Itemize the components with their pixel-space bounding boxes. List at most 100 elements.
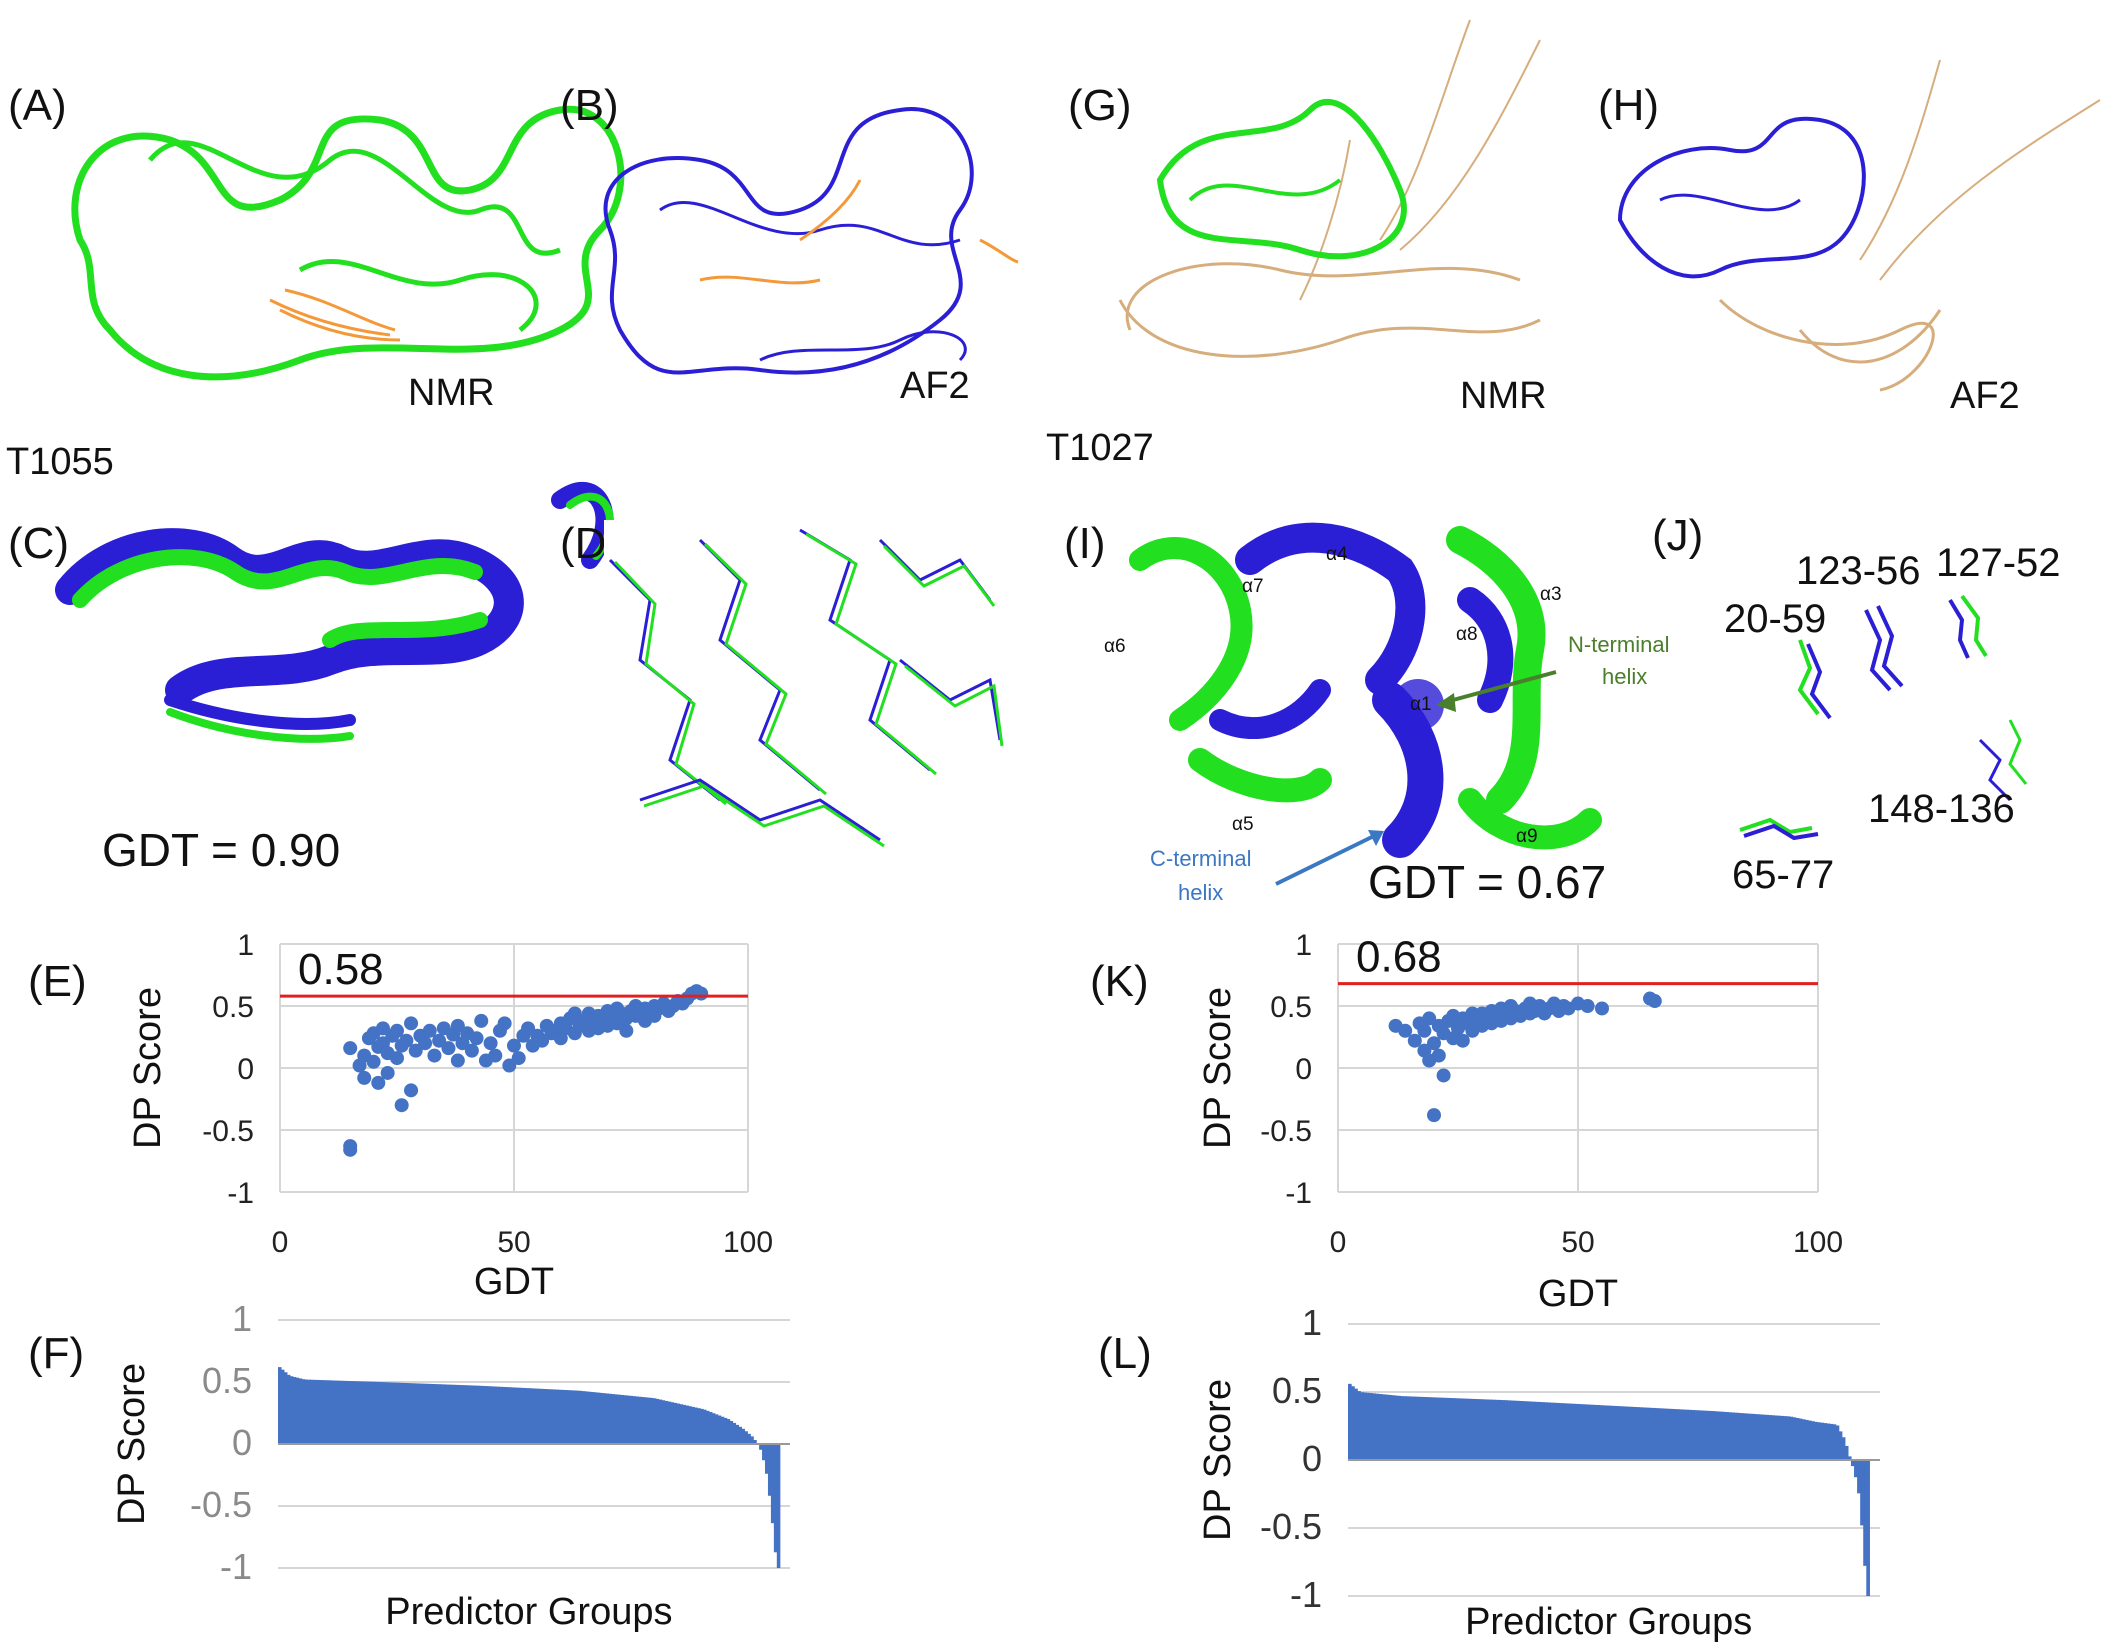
bar: [1771, 1415, 1775, 1460]
bar: [646, 1397, 651, 1444]
bar: [1847, 1456, 1852, 1460]
helix-a5: α5: [1232, 814, 1254, 835]
data-point: [1455, 1033, 1470, 1048]
data-point: [619, 1023, 634, 1038]
bar: [1801, 1419, 1806, 1460]
bar: [1608, 1405, 1613, 1460]
bar: [298, 1378, 303, 1444]
y-tick-label: 0.5: [1272, 1370, 1322, 1411]
bar: [363, 1381, 368, 1444]
threshold-label: 0.68: [1356, 933, 1442, 982]
bar: [770, 1444, 775, 1524]
bar: [1400, 1396, 1404, 1460]
data-point: [422, 1023, 437, 1038]
bar: [1829, 1423, 1834, 1460]
target-right: T1027: [1046, 427, 1154, 469]
bar: [1682, 1409, 1686, 1460]
bar: [278, 1367, 282, 1444]
bar: [614, 1394, 619, 1444]
data-point: [1436, 1068, 1451, 1083]
panel-g-method: NMR: [1460, 375, 1547, 417]
bar: [1535, 1401, 1539, 1460]
bar: [360, 1381, 365, 1444]
bar: [1734, 1412, 1739, 1460]
bar: [694, 1407, 698, 1444]
bar: [1501, 1400, 1506, 1460]
bar: [1709, 1410, 1714, 1460]
bar: [652, 1398, 657, 1444]
bar: [608, 1393, 613, 1444]
bar: [369, 1381, 374, 1444]
bar: [508, 1387, 512, 1444]
bar: [1694, 1410, 1699, 1460]
panel-a-method: NMR: [408, 372, 495, 414]
data-point: [404, 1083, 419, 1098]
bar: [458, 1384, 462, 1444]
bar: [517, 1387, 521, 1444]
bar: [1795, 1417, 1800, 1460]
helix-a1: α1: [1410, 694, 1432, 715]
bar: [762, 1444, 766, 1461]
bar: [558, 1389, 562, 1444]
bar: [1740, 1413, 1745, 1460]
data-point: [390, 1023, 404, 1038]
bar: [452, 1384, 456, 1444]
bar: [1584, 1404, 1588, 1460]
bar: [629, 1395, 633, 1444]
bar: [1798, 1418, 1803, 1460]
bar: [1449, 1398, 1453, 1460]
bar: [1498, 1399, 1502, 1460]
bar: [313, 1379, 317, 1444]
y-tick-label: -1: [220, 1546, 252, 1587]
bar: [1544, 1402, 1548, 1460]
x-tick-label: 100: [1793, 1226, 1843, 1259]
bar: [316, 1379, 320, 1444]
bar: [605, 1393, 610, 1444]
helix-a9: α9: [1516, 826, 1538, 847]
bar: [1378, 1393, 1383, 1460]
bar: [635, 1396, 639, 1444]
bar: [487, 1386, 492, 1444]
bar: [331, 1380, 335, 1444]
data-point: [694, 986, 709, 1001]
bar: [1351, 1386, 1355, 1460]
bar: [1768, 1415, 1772, 1460]
bar: [1440, 1397, 1444, 1460]
bar: [1486, 1399, 1490, 1460]
y-tick-label: -0.5: [1260, 1506, 1322, 1547]
y-tick-label: -1: [1285, 1177, 1312, 1210]
bar: [1443, 1397, 1447, 1460]
bar: [703, 1409, 707, 1444]
bar: [1596, 1405, 1601, 1460]
bar: [514, 1387, 518, 1444]
bar: [1703, 1410, 1708, 1460]
bar: [328, 1380, 332, 1444]
bar: [1651, 1407, 1656, 1460]
bar: [1387, 1394, 1392, 1460]
bar: [1743, 1413, 1748, 1460]
bar: [720, 1416, 725, 1444]
panel-e-label: (E): [28, 957, 87, 1006]
bar: [1430, 1397, 1435, 1460]
panel-h-method: AF2: [1950, 375, 2020, 417]
bar: [1636, 1407, 1640, 1460]
bar: [1464, 1398, 1469, 1460]
data-point: [469, 1031, 484, 1046]
panel-f-label: (F): [28, 1329, 84, 1378]
bar: [345, 1380, 350, 1444]
bar: [1547, 1402, 1552, 1460]
bar: [1519, 1401, 1524, 1460]
helix-a4: α4: [1326, 544, 1348, 565]
panel-i-cartoon-overlay: [1129, 522, 1602, 858]
panel-i-gdt: GDT = 0.67: [1368, 856, 1606, 908]
bar: [481, 1385, 486, 1444]
bar: [1479, 1399, 1484, 1460]
bar: [1722, 1411, 1726, 1460]
bar: [1470, 1398, 1475, 1460]
bar: [1504, 1400, 1509, 1460]
bar: [295, 1377, 300, 1444]
bar: [1648, 1407, 1653, 1460]
bar: [522, 1387, 527, 1444]
panel-a-label: (A): [8, 81, 67, 130]
